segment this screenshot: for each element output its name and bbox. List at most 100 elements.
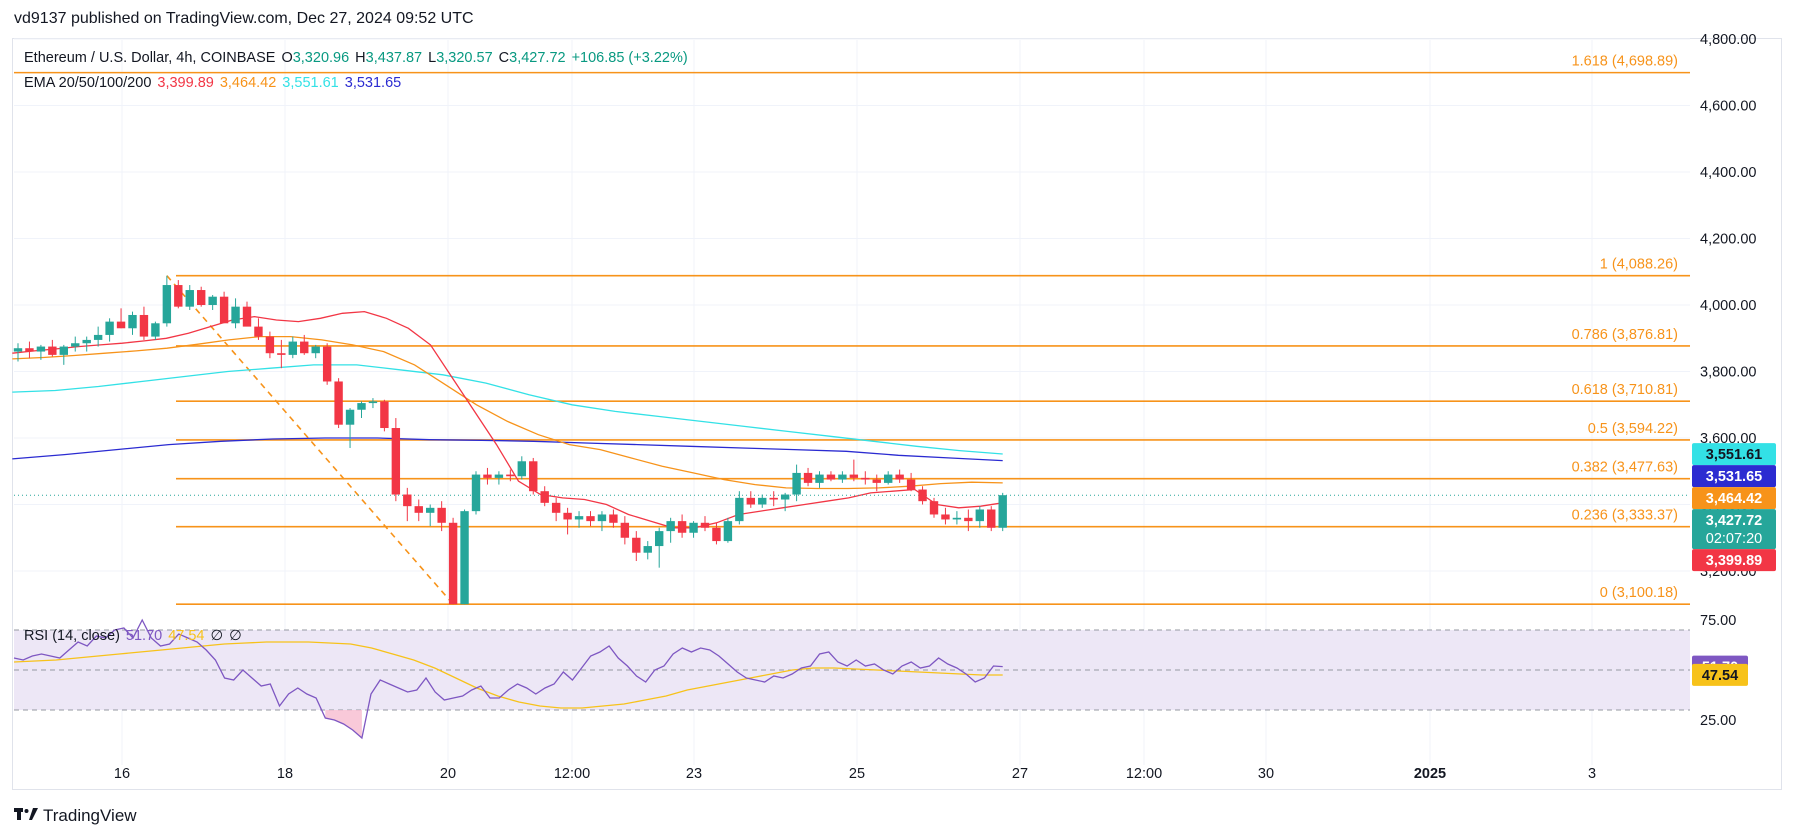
candle [368, 398, 378, 409]
time-axis-label: 23 [686, 766, 702, 782]
candle-body [311, 346, 320, 354]
candle [471, 471, 481, 515]
price-tag-bg [1692, 487, 1776, 510]
candle [700, 516, 710, 532]
candle-body [265, 336, 275, 354]
price-tag-bg [1692, 549, 1776, 572]
ema20-value: 3,399.89 [157, 75, 214, 91]
candle-body [758, 497, 767, 505]
candle-body [700, 522, 710, 528]
candle-body [872, 479, 881, 483]
time-axis-label: 12:00 [554, 766, 590, 782]
brand-wordmark: TradingView [43, 806, 137, 825]
candle [48, 339, 57, 357]
footer-brand[interactable]: TradingView [14, 806, 137, 826]
fib-label-0.382: 0.382 (3,477.63) [1572, 460, 1678, 476]
ema-label[interactable]: EMA 20/50/100/200 [24, 75, 152, 91]
candle-body [414, 506, 423, 513]
candle-body [792, 472, 801, 495]
candle-body [139, 314, 149, 337]
candle [231, 298, 240, 329]
candle [208, 295, 217, 310]
candle-body [769, 497, 778, 500]
candle [964, 509, 973, 532]
rsi-layer: 25.00 75.00 51.70 47.54 [13, 613, 1748, 740]
symbol-title[interactable]: Ethereum / U.S. Dollar, 4h, COINBASE [24, 50, 276, 66]
ema20-line [12, 310, 1003, 529]
rsi-ma-tag-bg [1692, 663, 1748, 686]
open-value: 3,320.96 [292, 50, 350, 66]
candle [265, 331, 275, 359]
candle-body [655, 531, 664, 547]
candle [59, 344, 68, 365]
time-axis-label: 18 [277, 766, 293, 782]
candles-layer [13, 275, 1007, 605]
candle [632, 531, 641, 562]
candle-body [918, 489, 927, 502]
low-label: L [428, 50, 437, 66]
price-axis-label: 4,800.00 [1700, 32, 1756, 48]
ohlc-legend[interactable]: Ethereum / U.S. Dollar, 4h, COINBASE O3,3… [24, 50, 694, 66]
price-tag-value: 3,551.61 [1706, 447, 1762, 463]
close-label: C [498, 50, 510, 66]
candle-body [689, 522, 698, 533]
candle-body [597, 514, 607, 522]
rsi-legend[interactable]: RSI (14, close) 51.70 47.54 ∅ ∅ [24, 628, 248, 644]
candle [105, 318, 114, 342]
candle [929, 497, 939, 518]
ema100-line [12, 364, 1003, 455]
candle [780, 492, 790, 512]
low-value: 3,320.57 [436, 50, 493, 66]
candle [139, 306, 149, 340]
candle [437, 501, 446, 532]
rsi-ma-tag: 47.54 [1702, 668, 1738, 684]
candle [906, 472, 916, 492]
rsi-extra-1: ∅ [210, 628, 224, 644]
candle [460, 509, 469, 605]
price-axis-label: 4,600.00 [1700, 99, 1756, 115]
candle [71, 336, 80, 352]
candle-body [471, 474, 481, 512]
candle [93, 326, 103, 347]
candle-body [13, 348, 23, 352]
candle-body [780, 494, 790, 500]
candle-body [551, 502, 561, 513]
candle-body [643, 546, 652, 553]
candle-body [288, 341, 297, 355]
candle-body [677, 521, 687, 533]
candle-body [460, 511, 469, 605]
candle [36, 344, 46, 360]
candle [735, 491, 744, 525]
candle [162, 275, 172, 327]
candle [300, 334, 309, 355]
candle-body [746, 497, 755, 505]
rsi-label[interactable]: RSI (14, close) [24, 628, 120, 644]
fib-label-0.618: 0.618 (3,710.81) [1572, 382, 1678, 398]
ema-legend[interactable]: EMA 20/50/100/200 3,399.89 3,464.42 3,551.6… [24, 75, 407, 91]
candle-body [712, 527, 721, 542]
published-caption: vd9137 published on TradingView.com, Dec… [14, 10, 474, 27]
time-axis-label: 2025 [1414, 766, 1446, 782]
candle-body [426, 507, 435, 513]
candle [254, 318, 263, 340]
candle [838, 471, 847, 483]
candle [82, 336, 91, 352]
candle [483, 467, 492, 485]
candle-body [620, 522, 630, 538]
candle-body [448, 522, 458, 605]
candle-body [849, 474, 859, 478]
candle-body [586, 516, 595, 522]
fib-label-1: 1 (4,088.26) [1600, 257, 1678, 273]
candle [723, 517, 733, 543]
candle-body [838, 474, 847, 480]
candle-body [517, 461, 526, 477]
price-tag-bg [1692, 465, 1776, 488]
candle-body [254, 326, 263, 337]
candle-body [93, 334, 103, 340]
candle [506, 469, 515, 482]
high-label: H [355, 50, 366, 66]
rsi-line [13, 618, 1003, 740]
candle-body [82, 339, 91, 344]
candle-body [540, 491, 549, 503]
